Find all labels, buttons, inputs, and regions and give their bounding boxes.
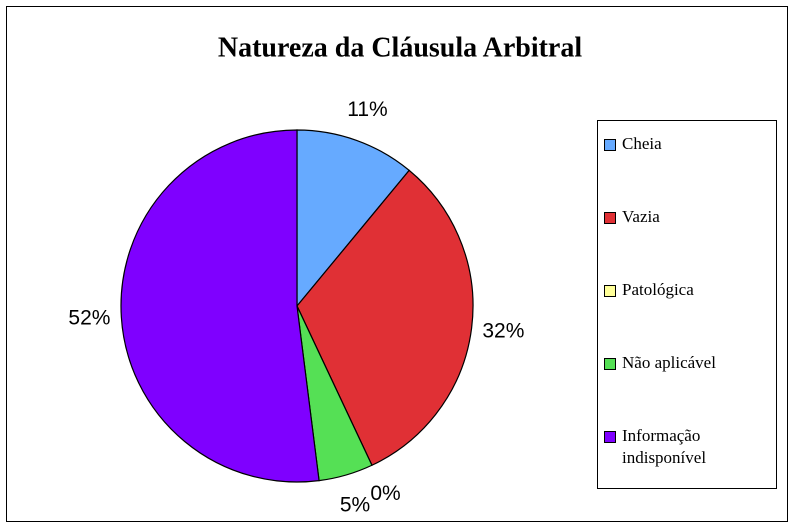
data-label: 11%: [347, 98, 387, 121]
data-label: 52%: [68, 307, 110, 330]
legend-item: Vazia: [604, 206, 772, 228]
legend-item: Informação indisponível: [604, 425, 772, 469]
legend-item: Cheia: [604, 133, 772, 155]
legend-label: Vazia: [622, 207, 660, 226]
data-label: 0%: [370, 482, 400, 505]
legend-item: Patológica: [604, 279, 772, 301]
legend-label: Cheia: [622, 134, 662, 153]
data-label: 32%: [482, 320, 524, 343]
legend-label: Patológica: [622, 280, 694, 299]
legend-swatch: [604, 285, 616, 297]
pie-slice: [296, 129, 411, 308]
legend-swatch: [604, 212, 616, 224]
chart-title: Natureza da Cláusula Arbitral: [218, 32, 582, 63]
legend-swatch: [604, 139, 616, 151]
legend-item: Não aplicável: [604, 352, 772, 374]
legend-swatch: [604, 358, 616, 370]
data-label: 5%: [340, 493, 370, 516]
legend-label: Não aplicável: [622, 353, 716, 372]
legend: Cheia Vazia Patológica Não aplicável Informa…: [597, 120, 777, 489]
legend-label: Informação indisponível: [622, 426, 707, 467]
pie-slice: [296, 169, 474, 467]
pie-slice: [120, 129, 320, 483]
legend-swatch: [604, 431, 616, 443]
